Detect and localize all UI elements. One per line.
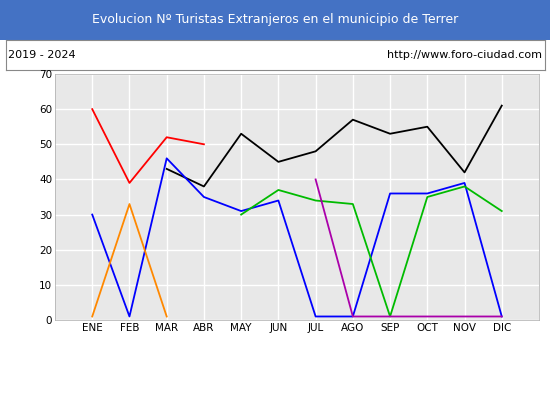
- Line: 2020: 2020: [92, 204, 167, 316]
- 2023: [350, 117, 356, 122]
- 2019: [461, 314, 468, 319]
- 2023: [424, 124, 431, 129]
- 2021: [498, 209, 505, 214]
- 2021: [424, 194, 431, 199]
- 2021: [387, 314, 393, 319]
- 2020: [89, 314, 96, 319]
- 2022: [312, 314, 319, 319]
- 2023: [201, 184, 207, 189]
- 2022: [201, 194, 207, 199]
- 2022: [498, 314, 505, 319]
- Text: http://www.foro-ciudad.com: http://www.foro-ciudad.com: [387, 50, 542, 60]
- 2023: [387, 131, 393, 136]
- 2020: [163, 314, 170, 319]
- 2024: [89, 107, 96, 112]
- 2020: [126, 202, 133, 206]
- 2022: [275, 198, 282, 203]
- 2019: [424, 314, 431, 319]
- 2021: [312, 198, 319, 203]
- Line: 2019: 2019: [316, 180, 502, 316]
- 2023: [312, 149, 319, 154]
- Line: 2024: 2024: [92, 109, 204, 183]
- 2022: [126, 314, 133, 319]
- 2019: [387, 314, 393, 319]
- 2021: [461, 184, 468, 189]
- 2021: [238, 212, 244, 217]
- 2023: [461, 170, 468, 175]
- 2023: [498, 103, 505, 108]
- 2023: [275, 160, 282, 164]
- 2019: [350, 314, 356, 319]
- 2022: [238, 209, 244, 214]
- 2022: [461, 180, 468, 185]
- 2021: [275, 188, 282, 192]
- 2019: [312, 177, 319, 182]
- 2022: [89, 212, 96, 217]
- 2024: [201, 142, 207, 147]
- 2019: [498, 314, 505, 319]
- Line: 2023: 2023: [167, 106, 502, 186]
- Text: Evolucion Nº Turistas Extranjeros en el municipio de Terrer: Evolucion Nº Turistas Extranjeros en el …: [92, 14, 458, 26]
- 2024: [163, 135, 170, 140]
- 2021: [350, 202, 356, 206]
- 2022: [387, 191, 393, 196]
- Text: 2019 - 2024: 2019 - 2024: [8, 50, 76, 60]
- 2022: [350, 314, 356, 319]
- Line: 2021: 2021: [241, 186, 502, 316]
- 2024: [126, 180, 133, 185]
- 2023: [163, 166, 170, 171]
- 2022: [424, 191, 431, 196]
- 2022: [163, 156, 170, 161]
- 2023: [238, 131, 244, 136]
- Line: 2022: 2022: [92, 158, 502, 316]
